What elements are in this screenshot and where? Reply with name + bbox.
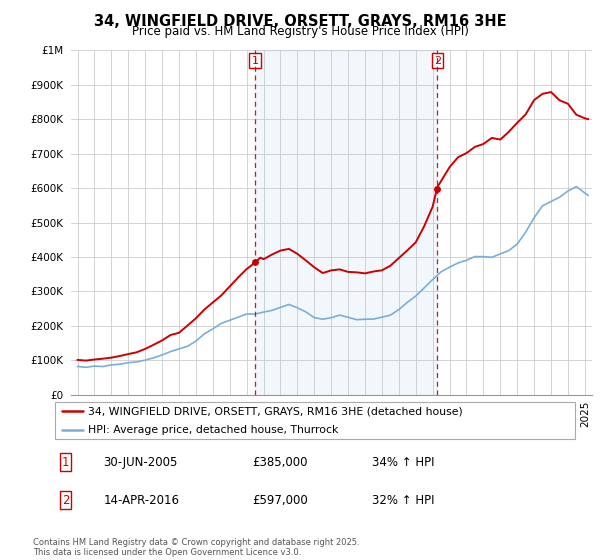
Text: Contains HM Land Registry data © Crown copyright and database right 2025.
This d: Contains HM Land Registry data © Crown c… bbox=[33, 538, 359, 557]
Text: 1: 1 bbox=[62, 456, 70, 469]
Text: Price paid vs. HM Land Registry's House Price Index (HPI): Price paid vs. HM Land Registry's House … bbox=[131, 25, 469, 38]
Text: HPI: Average price, detached house, Thurrock: HPI: Average price, detached house, Thur… bbox=[88, 425, 338, 435]
FancyBboxPatch shape bbox=[55, 402, 575, 439]
Text: 34, WINGFIELD DRIVE, ORSETT, GRAYS, RM16 3HE: 34, WINGFIELD DRIVE, ORSETT, GRAYS, RM16… bbox=[94, 14, 506, 29]
Text: 34, WINGFIELD DRIVE, ORSETT, GRAYS, RM16 3HE (detached house): 34, WINGFIELD DRIVE, ORSETT, GRAYS, RM16… bbox=[88, 406, 463, 416]
Text: 2: 2 bbox=[62, 493, 70, 507]
Text: 30-JUN-2005: 30-JUN-2005 bbox=[104, 456, 178, 469]
Bar bbox=[255, 50, 437, 395]
Text: £597,000: £597,000 bbox=[253, 493, 308, 507]
Text: 14-APR-2016: 14-APR-2016 bbox=[104, 493, 179, 507]
Text: 34% ↑ HPI: 34% ↑ HPI bbox=[373, 456, 435, 469]
Text: 2: 2 bbox=[434, 55, 441, 66]
Text: 1: 1 bbox=[251, 55, 259, 66]
Text: 32% ↑ HPI: 32% ↑ HPI bbox=[373, 493, 435, 507]
Text: £385,000: £385,000 bbox=[253, 456, 308, 469]
